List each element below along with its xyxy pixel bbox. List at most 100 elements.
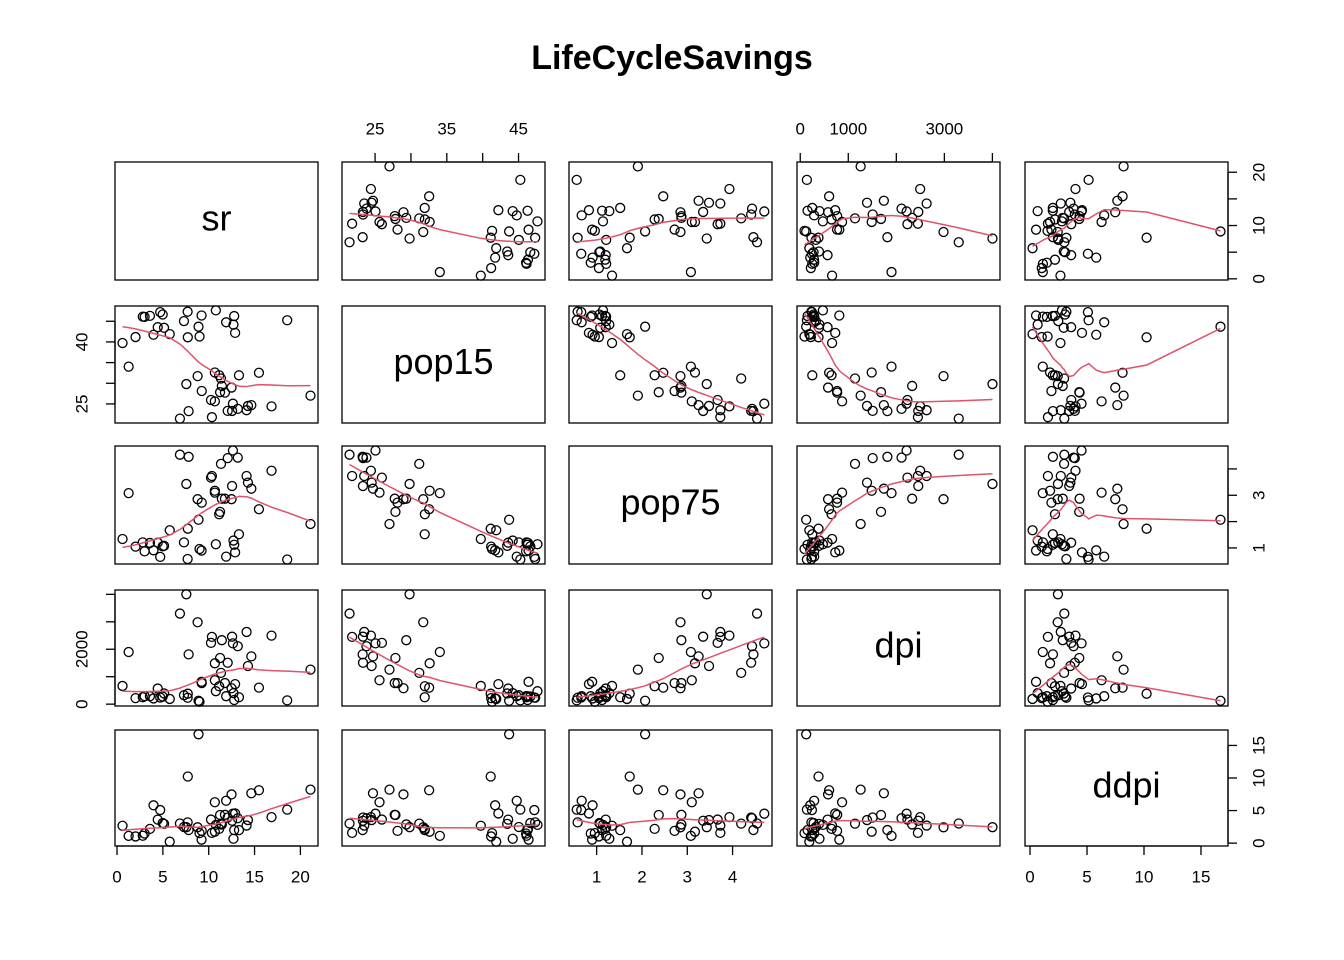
point (418, 617, 429, 628)
point (912, 412, 924, 423)
point (615, 202, 626, 214)
point (806, 248, 818, 259)
point (485, 688, 496, 699)
point (1046, 497, 1057, 508)
point (227, 398, 239, 409)
point (685, 266, 697, 278)
point (515, 554, 526, 565)
point (216, 493, 227, 504)
point (624, 332, 635, 343)
point (606, 270, 618, 281)
point (361, 641, 372, 652)
point (344, 608, 355, 619)
point (493, 205, 504, 216)
point (1037, 692, 1049, 703)
point (144, 310, 156, 321)
point (1096, 216, 1107, 228)
panel: ddpi (1024, 729, 1229, 847)
point (701, 589, 712, 600)
point (183, 824, 194, 836)
point (823, 785, 835, 796)
point (1065, 477, 1076, 488)
point (587, 693, 598, 704)
point (424, 485, 435, 496)
point (832, 809, 843, 820)
point (693, 195, 704, 206)
point (855, 161, 866, 172)
point (370, 638, 381, 649)
point (724, 630, 735, 641)
panel-frame (341, 445, 546, 565)
point (266, 811, 277, 823)
point (183, 451, 194, 462)
point (1044, 216, 1056, 228)
point (1141, 332, 1152, 343)
point (807, 311, 818, 322)
point (493, 678, 504, 690)
point (1083, 315, 1094, 326)
point (233, 370, 245, 381)
point (878, 399, 890, 411)
point (266, 401, 277, 412)
point (759, 206, 770, 217)
point (938, 822, 949, 833)
point (572, 817, 583, 828)
point (1110, 207, 1121, 218)
point (220, 317, 232, 328)
point (836, 396, 848, 407)
point (1117, 504, 1128, 515)
point (621, 693, 633, 705)
x-tick-label: 0 (796, 119, 805, 138)
point (601, 830, 612, 841)
point (861, 814, 873, 826)
y-tick-label: 20 (1249, 163, 1268, 182)
point (215, 458, 227, 470)
point (392, 825, 403, 837)
point (813, 246, 825, 257)
point (712, 637, 723, 649)
point (600, 310, 611, 321)
point (587, 329, 598, 340)
point (1099, 317, 1110, 328)
point (813, 232, 824, 243)
point (576, 307, 587, 318)
point (226, 405, 238, 417)
smoother-line (576, 636, 765, 699)
point (693, 399, 704, 411)
point (676, 210, 687, 222)
point (938, 226, 949, 238)
point (807, 258, 818, 270)
panel-frame (341, 729, 546, 847)
point (1030, 310, 1042, 321)
point (669, 677, 680, 689)
point (807, 824, 818, 836)
point (866, 485, 877, 496)
point (229, 547, 241, 558)
x-tick-label: 2 (637, 867, 646, 886)
point (653, 809, 664, 821)
point (246, 651, 257, 662)
point (832, 210, 843, 222)
point (596, 310, 608, 322)
point (1066, 394, 1077, 406)
point (576, 795, 587, 806)
point (229, 539, 240, 550)
x-tick-label: 0 (112, 867, 121, 886)
point (130, 831, 141, 842)
point (624, 232, 635, 243)
point (1215, 226, 1226, 237)
point (529, 248, 540, 259)
panel-frame (341, 589, 546, 707)
point (813, 332, 824, 343)
point (1061, 553, 1072, 565)
point (344, 449, 355, 460)
point (866, 826, 877, 837)
point (849, 818, 861, 829)
point (1027, 243, 1038, 254)
point (226, 789, 237, 800)
point (1037, 361, 1048, 372)
point (822, 494, 834, 505)
point (703, 197, 715, 208)
point (515, 174, 526, 186)
